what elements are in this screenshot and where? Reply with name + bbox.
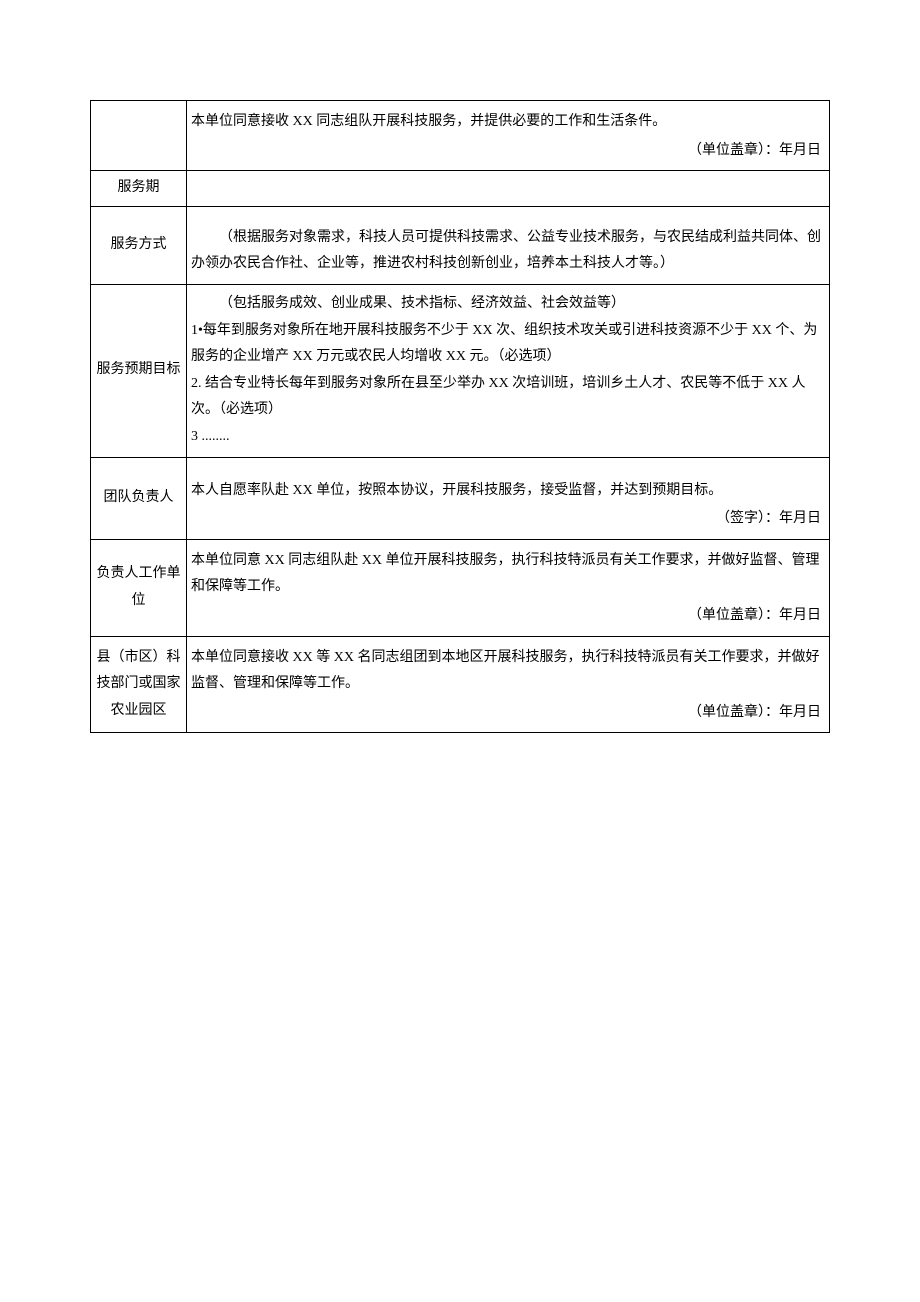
row4-content: （包括服务成效、创业成果、技术指标、经济效益、社会效益等） 1•每年到服务对象所… [187, 284, 830, 457]
row1-text: 本单位同意接收 XX 同志组队开展科技服务，并提供必要的工作和生活条件。 [191, 107, 825, 138]
row4-label: 服务预期目标 [91, 284, 187, 457]
row1-stamp: （单位盖章）：年月日 [191, 138, 825, 165]
row3-text: （根据服务对象需求，科技人员可提供科技需求、公益专业技术服务，与农民结成利益共同… [191, 225, 825, 278]
row7-text: 本单位同意接收 XX 等 XX 名同志组团到本地区开展科技服务，执行科技特派员有… [191, 643, 825, 700]
row6-text: 本单位同意 XX 同志组队赴 XX 单位开展科技服务，执行科技特派员有关工作要求… [191, 546, 825, 603]
row2-label: 服务期 [91, 171, 187, 207]
row2-content [187, 171, 830, 207]
row5-label: 团队负责人 [91, 457, 187, 539]
row4-item2: 2. 结合专业特长每年到服务对象所在县至少举办 XX 次培训班，培训乡土人才、农… [191, 371, 825, 424]
row1-label-cell [91, 101, 187, 171]
row6-stamp: （单位盖章）：年月日 [191, 603, 825, 630]
table-row: 团队负责人 本人自愿率队赴 XX 单位，按照本协议，开展科技服务，接受监督，并达… [91, 457, 830, 539]
table-row: 服务期 [91, 171, 830, 207]
row4-item3: 3 ........ [191, 424, 825, 451]
row5-content: 本人自愿率队赴 XX 单位，按照本协议，开展科技服务，接受监督，并达到预期目标。… [187, 457, 830, 539]
table-row: 服务方式 （根据服务对象需求，科技人员可提供科技需求、公益专业技术服务，与农民结… [91, 206, 830, 284]
row3-content: （根据服务对象需求，科技人员可提供科技需求、公益专业技术服务，与农民结成利益共同… [187, 206, 830, 284]
row4-intro: （包括服务成效、创业成果、技术指标、经济效益、社会效益等） [191, 291, 825, 318]
row5-stamp: （签字）：年月日 [191, 506, 825, 533]
row3-label: 服务方式 [91, 206, 187, 284]
agreement-table: 本单位同意接收 XX 同志组队开展科技服务，并提供必要的工作和生活条件。 （单位… [90, 100, 830, 733]
row1-content-cell: 本单位同意接收 XX 同志组队开展科技服务，并提供必要的工作和生活条件。 （单位… [187, 101, 830, 171]
table-row: 服务预期目标 （包括服务成效、创业成果、技术指标、经济效益、社会效益等） 1•每… [91, 284, 830, 457]
row6-label: 负责人工作单位 [91, 539, 187, 636]
row7-label: 县（市区）科技部门或国家农业园区 [91, 636, 187, 733]
row5-text: 本人自愿率队赴 XX 单位，按照本协议，开展科技服务，接受监督，并达到预期目标。 [191, 476, 825, 507]
row4-item1: 1•每年到服务对象所在地开展科技服务不少于 XX 次、组织技术攻关或引进科技资源… [191, 318, 825, 371]
table-row: 本单位同意接收 XX 同志组队开展科技服务，并提供必要的工作和生活条件。 （单位… [91, 101, 830, 171]
table-row: 县（市区）科技部门或国家农业园区 本单位同意接收 XX 等 XX 名同志组团到本… [91, 636, 830, 733]
table-row: 负责人工作单位 本单位同意 XX 同志组队赴 XX 单位开展科技服务，执行科技特… [91, 539, 830, 636]
row7-stamp: （单位盖章）：年月日 [191, 700, 825, 727]
row6-content: 本单位同意 XX 同志组队赴 XX 单位开展科技服务，执行科技特派员有关工作要求… [187, 539, 830, 636]
row7-content: 本单位同意接收 XX 等 XX 名同志组团到本地区开展科技服务，执行科技特派员有… [187, 636, 830, 733]
